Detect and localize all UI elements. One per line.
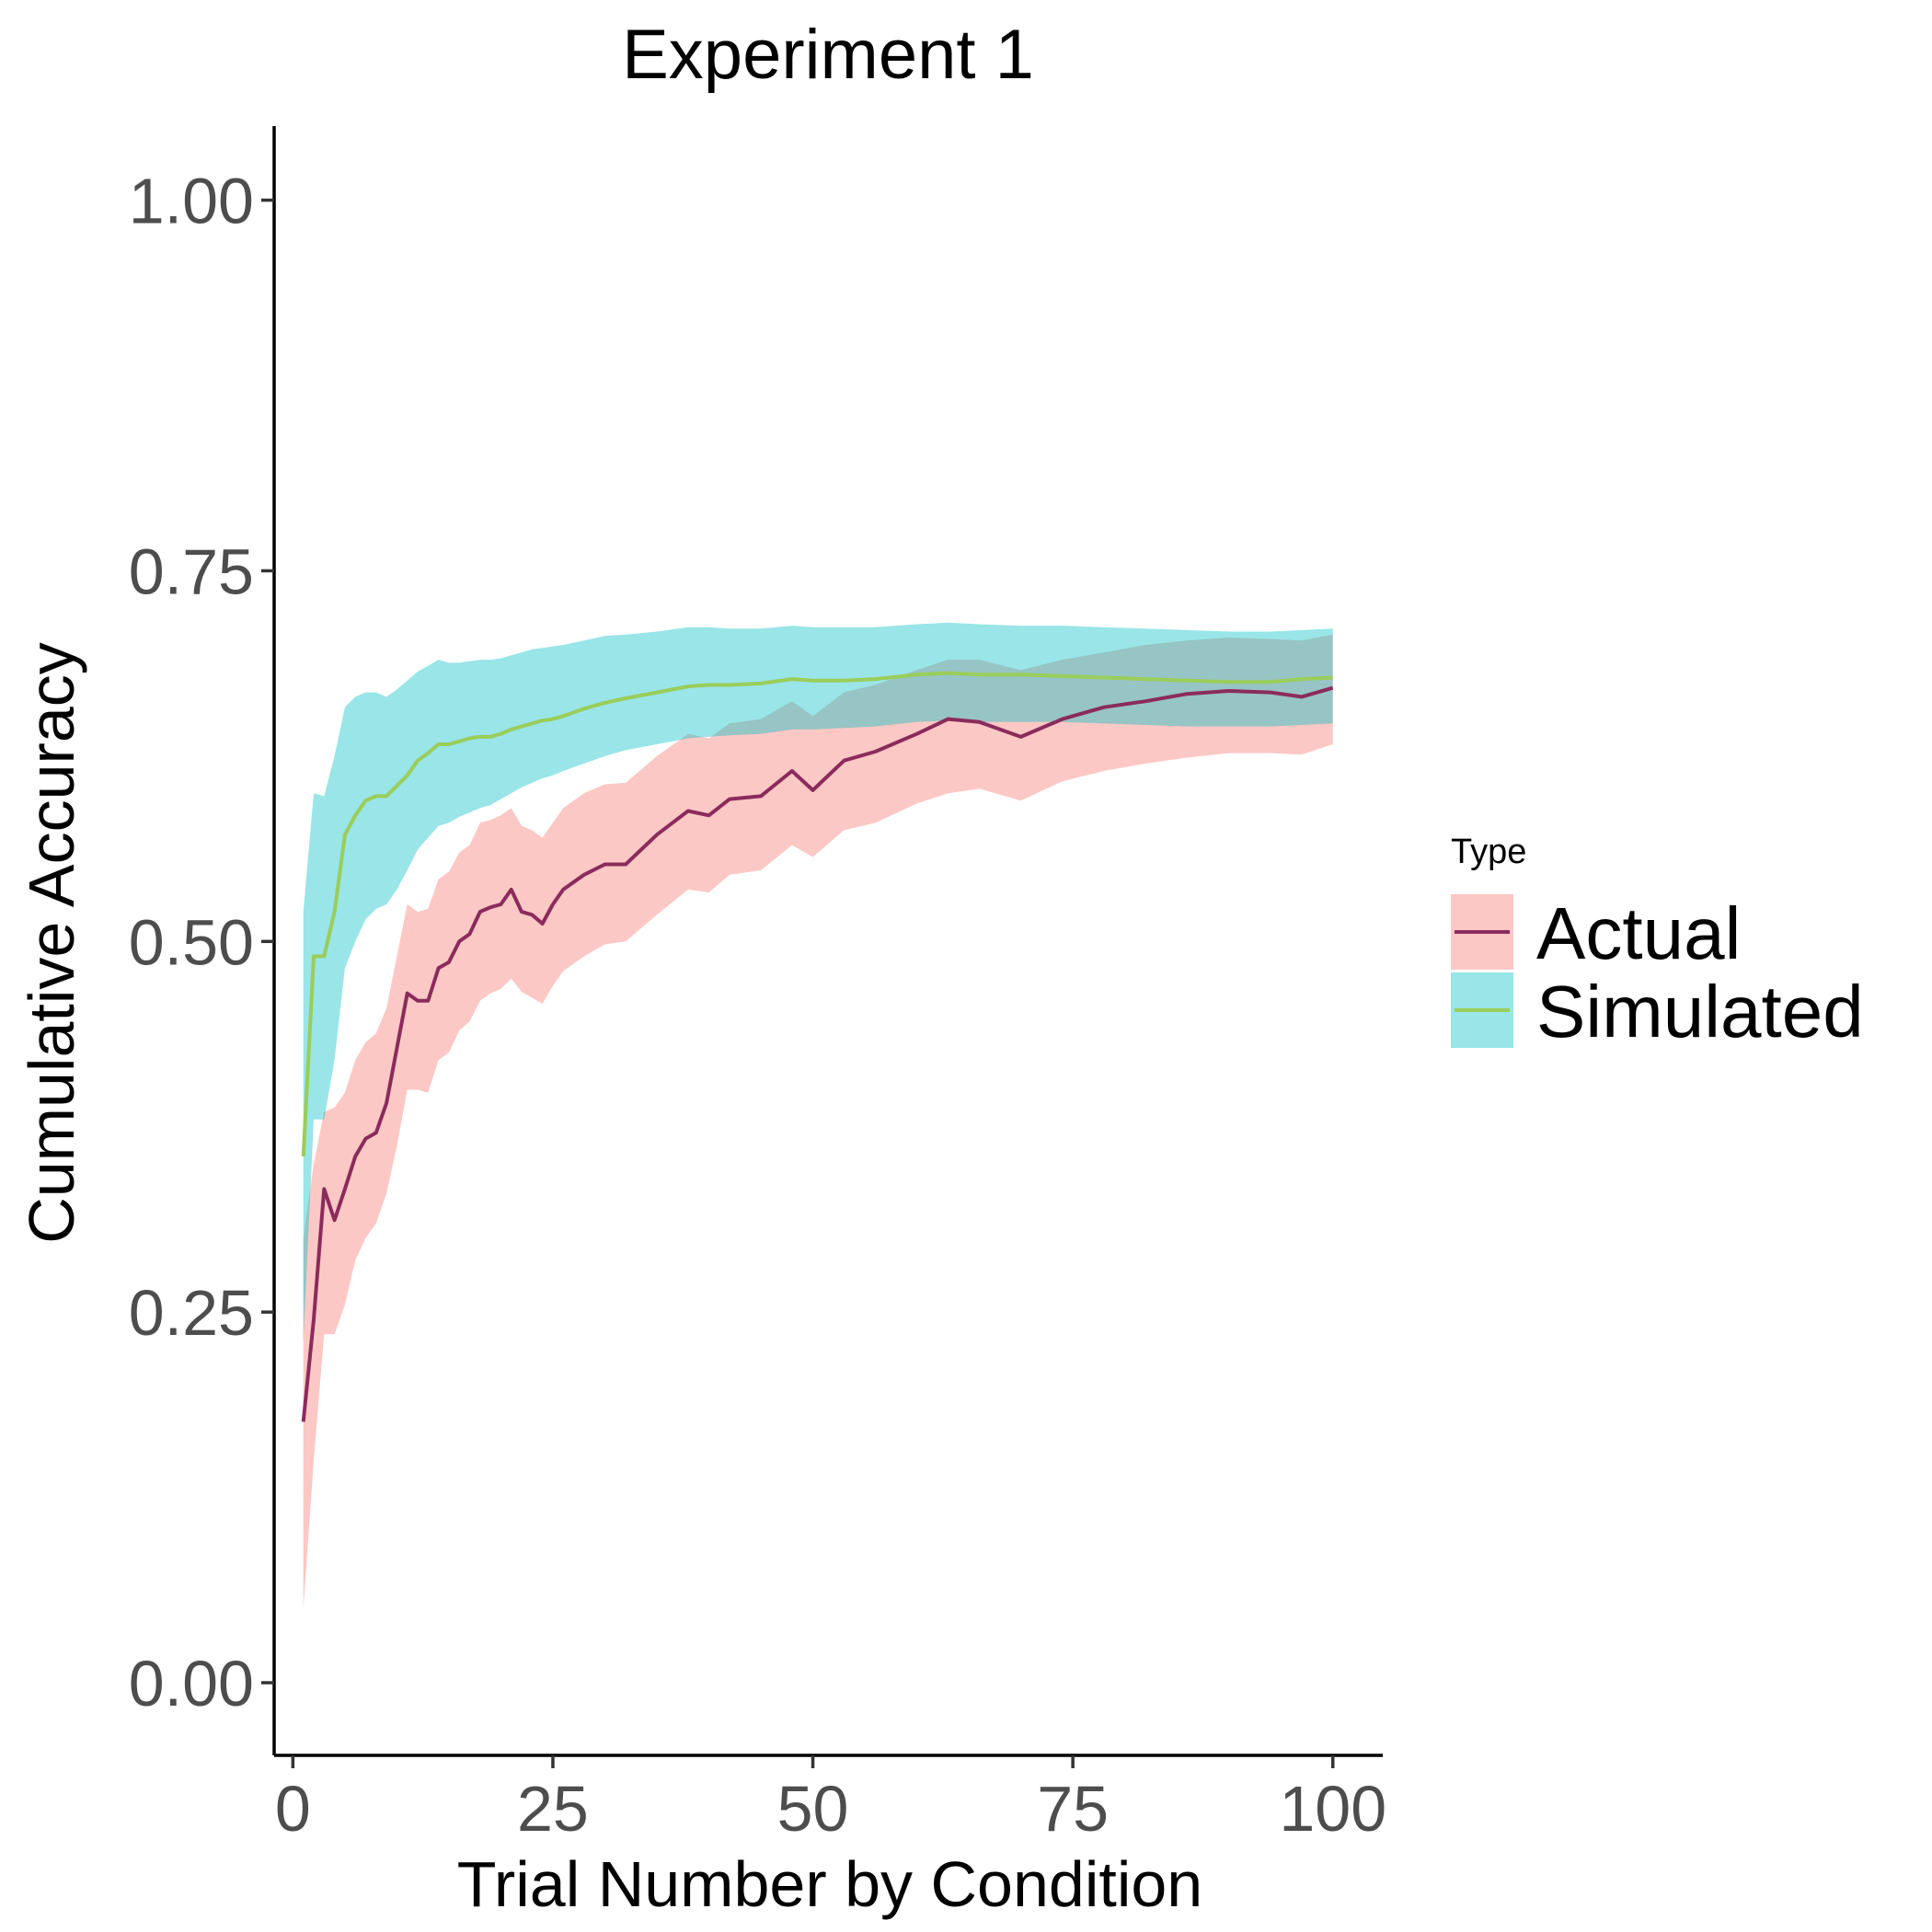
y-tick-label: 0.25 [129,1277,254,1349]
legend-label-actual: Actual [1536,892,1741,974]
x-tick-label: 50 [777,1773,849,1845]
y-tick-label: 0.75 [129,535,254,607]
y-tick-label: 0.00 [129,1648,254,1719]
confidence-bands [303,622,1333,1609]
chart-title: Experiment 1 [622,16,1034,94]
line-simulated [301,671,1333,1157]
x-tick-label: 25 [517,1773,589,1845]
y-axis-title: Cumulative Accuracy [16,642,87,1244]
legend-title: Type [1451,833,1526,871]
legend-label-simulated: Simulated [1536,971,1864,1052]
x-tick-label: 75 [1037,1773,1109,1845]
x-tick-label: 0 [275,1773,311,1845]
y-tick-label: 1.00 [129,166,254,237]
y-tick-label: 0.50 [129,906,254,978]
line-actual [301,685,1334,1422]
x-axis-title: Trial Number by Condition [457,1848,1203,1920]
band-actual [303,634,1333,1609]
x-tick-label: 100 [1279,1773,1386,1845]
band-simulated [303,622,1333,1342]
axes: 0.00 0.25 0.50 0.75 1.00 0 25 50 75 100 [129,126,1386,1845]
series-lines [301,671,1334,1422]
